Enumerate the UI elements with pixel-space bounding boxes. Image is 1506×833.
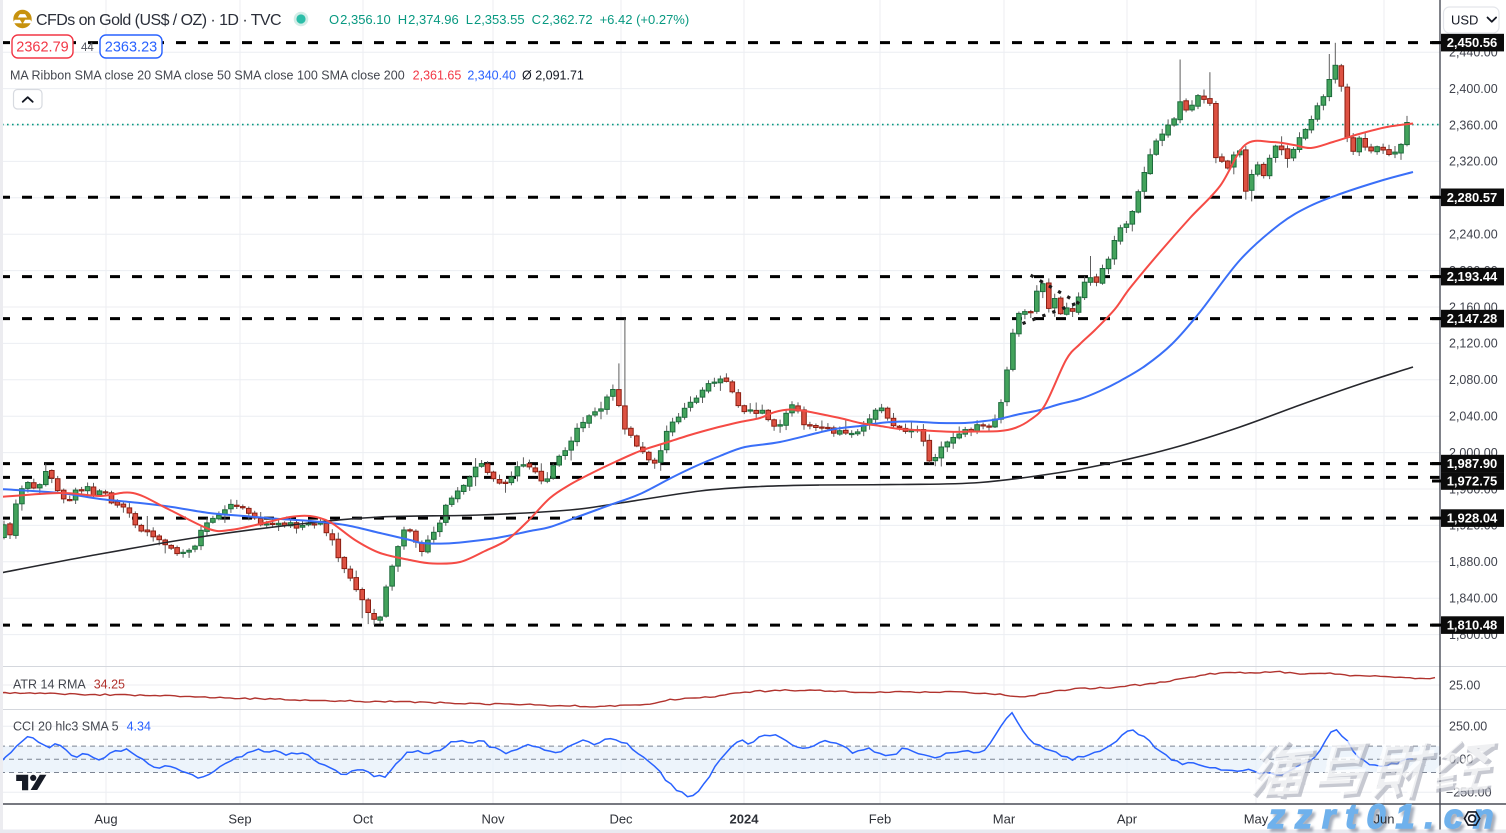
svg-text:Dec: Dec	[609, 812, 633, 827]
svg-text:Feb: Feb	[869, 812, 891, 827]
svg-text:2,320.00: 2,320.00	[1449, 155, 1498, 169]
svg-text:1,880.00: 1,880.00	[1449, 555, 1498, 569]
svg-text:250.00: 250.00	[1449, 720, 1487, 734]
svg-text:2,080.00: 2,080.00	[1449, 373, 1498, 387]
svg-text:2024: 2024	[730, 812, 760, 827]
svg-text:1,840.00: 1,840.00	[1449, 592, 1498, 606]
svg-text:CCI 20 hlc3 SMA 54.34: CCI 20 hlc3 SMA 5 4.34	[13, 720, 151, 734]
svg-text:Jun: Jun	[1374, 812, 1395, 827]
svg-text:44: 44	[81, 42, 94, 54]
svg-text:2362.79: 2362.79	[16, 40, 68, 56]
svg-text:Mar: Mar	[993, 812, 1016, 827]
svg-text:1,928.04: 1,928.04	[1447, 511, 1498, 526]
svg-text:1,972.75: 1,972.75	[1447, 474, 1498, 489]
svg-text:25.00: 25.00	[1449, 678, 1480, 692]
svg-text:1,987.90: 1,987.90	[1447, 456, 1498, 471]
svg-text:2,280.57: 2,280.57	[1447, 190, 1498, 205]
svg-text:Nov: Nov	[481, 812, 505, 827]
svg-text:2363.23: 2363.23	[105, 40, 157, 56]
svg-text:2,400.00: 2,400.00	[1449, 82, 1498, 96]
svg-text:2,120.00: 2,120.00	[1449, 337, 1498, 351]
svg-text:2,040.00: 2,040.00	[1449, 410, 1498, 424]
svg-text:2,240.00: 2,240.00	[1449, 228, 1498, 242]
svg-text:CFDs on Gold (US$ / OZ) · 1D ·: CFDs on Gold (US$ / OZ) · 1D · TVC	[36, 12, 281, 29]
svg-text:USD: USD	[1451, 13, 1478, 28]
svg-text:May: May	[1244, 812, 1269, 827]
svg-text:2,450.56: 2,450.56	[1447, 35, 1498, 50]
svg-text:Oct: Oct	[353, 812, 374, 827]
svg-text:zzrt01.cn: zzrt01.cn	[1267, 798, 1504, 833]
svg-text:Sep: Sep	[228, 812, 251, 827]
svg-text:Aug: Aug	[94, 812, 117, 827]
svg-text:MA Ribbon SMA close 20 SMA clo: MA Ribbon SMA close 20 SMA close 50 SMA …	[10, 69, 584, 83]
svg-text:1,810.48: 1,810.48	[1447, 618, 1498, 633]
svg-text:Apr: Apr	[1117, 812, 1138, 827]
svg-text:2,147.28: 2,147.28	[1447, 311, 1498, 326]
svg-text:2,193.44: 2,193.44	[1447, 269, 1498, 284]
svg-text:2,360.00: 2,360.00	[1449, 118, 1498, 132]
